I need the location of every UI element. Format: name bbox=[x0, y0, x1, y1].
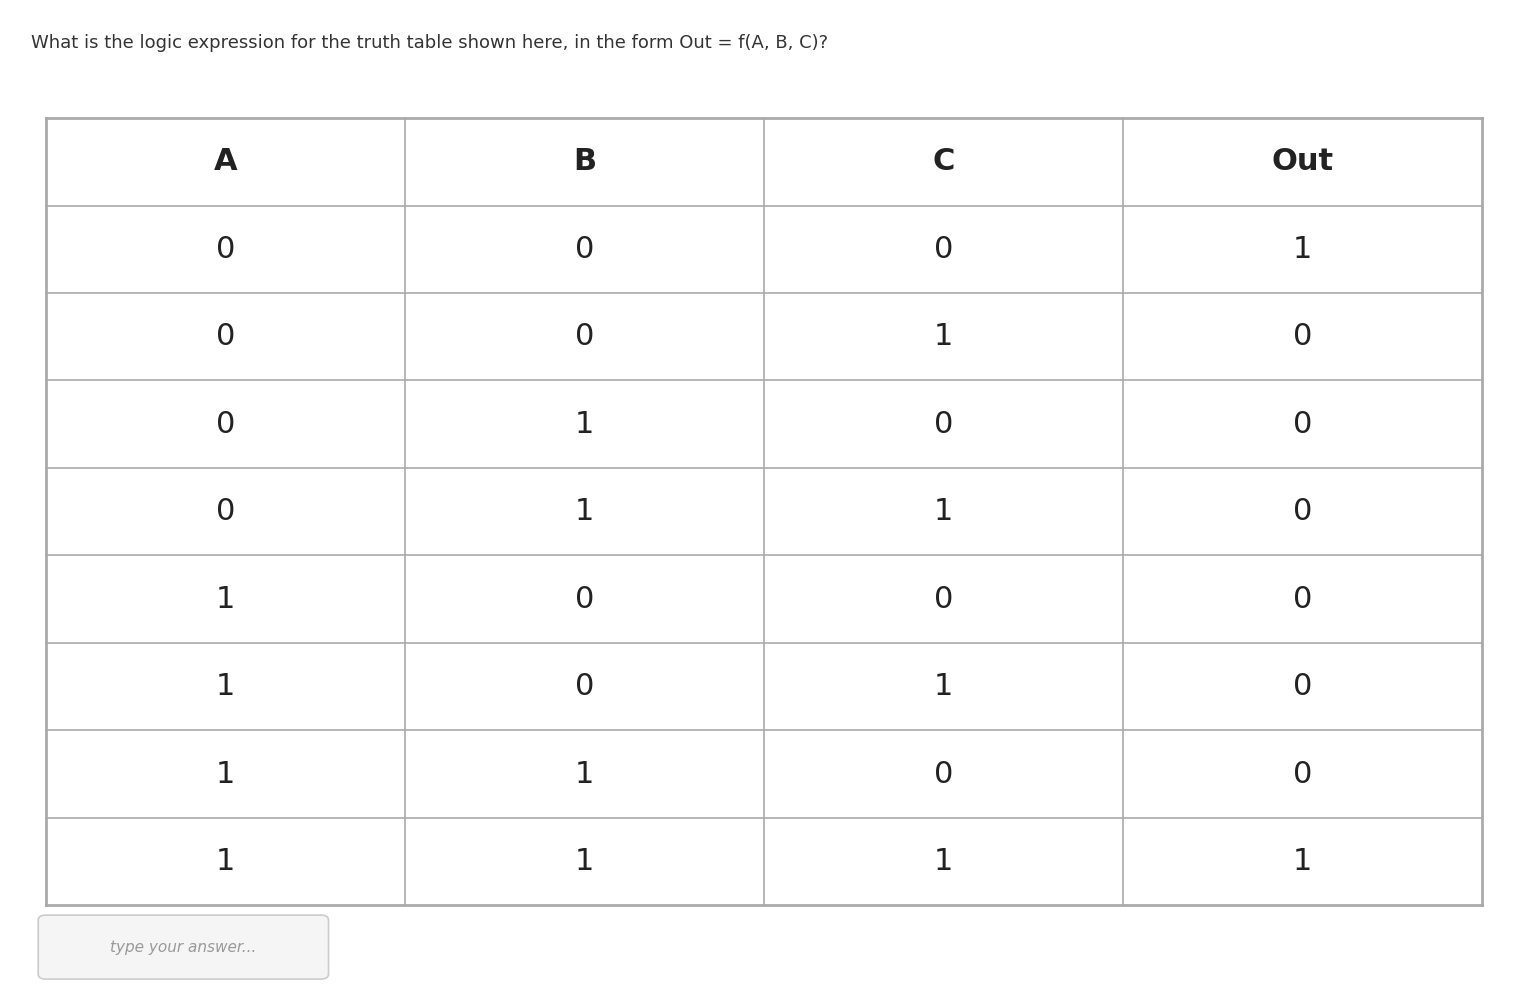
Text: 1: 1 bbox=[575, 760, 594, 788]
Text: 0: 0 bbox=[1293, 497, 1313, 526]
Text: A: A bbox=[214, 148, 237, 176]
Text: 1: 1 bbox=[575, 497, 594, 526]
Text: 1: 1 bbox=[934, 847, 953, 876]
Text: 0: 0 bbox=[1293, 584, 1313, 614]
Text: 0: 0 bbox=[575, 235, 594, 264]
Text: 0: 0 bbox=[575, 322, 594, 351]
Text: Out: Out bbox=[1271, 148, 1334, 176]
Text: 1: 1 bbox=[934, 497, 953, 526]
Text: 1: 1 bbox=[575, 409, 594, 439]
Text: 0: 0 bbox=[1293, 760, 1313, 788]
Text: 0: 0 bbox=[934, 584, 953, 614]
Text: 0: 0 bbox=[215, 322, 235, 351]
Text: 1: 1 bbox=[215, 760, 235, 788]
Text: 0: 0 bbox=[215, 497, 235, 526]
Text: type your answer...: type your answer... bbox=[110, 940, 257, 954]
Text: 0: 0 bbox=[215, 235, 235, 264]
Text: 0: 0 bbox=[934, 760, 953, 788]
Text: 0: 0 bbox=[1293, 672, 1313, 702]
Text: 0: 0 bbox=[575, 584, 594, 614]
Text: 1: 1 bbox=[1293, 235, 1313, 264]
Text: 1: 1 bbox=[215, 672, 235, 702]
Text: 1: 1 bbox=[215, 584, 235, 614]
Text: 0: 0 bbox=[575, 672, 594, 702]
Text: 0: 0 bbox=[215, 409, 235, 439]
Text: 0: 0 bbox=[934, 409, 953, 439]
Text: 0: 0 bbox=[1293, 322, 1313, 351]
Text: B: B bbox=[573, 148, 596, 176]
Text: C: C bbox=[932, 148, 955, 176]
Text: What is the logic expression for the truth table shown here, in the form Out = f: What is the logic expression for the tru… bbox=[31, 34, 828, 52]
Text: 0: 0 bbox=[1293, 409, 1313, 439]
Text: 0: 0 bbox=[934, 235, 953, 264]
Text: 1: 1 bbox=[934, 322, 953, 351]
Text: 1: 1 bbox=[575, 847, 594, 876]
Text: 1: 1 bbox=[215, 847, 235, 876]
Text: 1: 1 bbox=[1293, 847, 1313, 876]
Text: 1: 1 bbox=[934, 672, 953, 702]
